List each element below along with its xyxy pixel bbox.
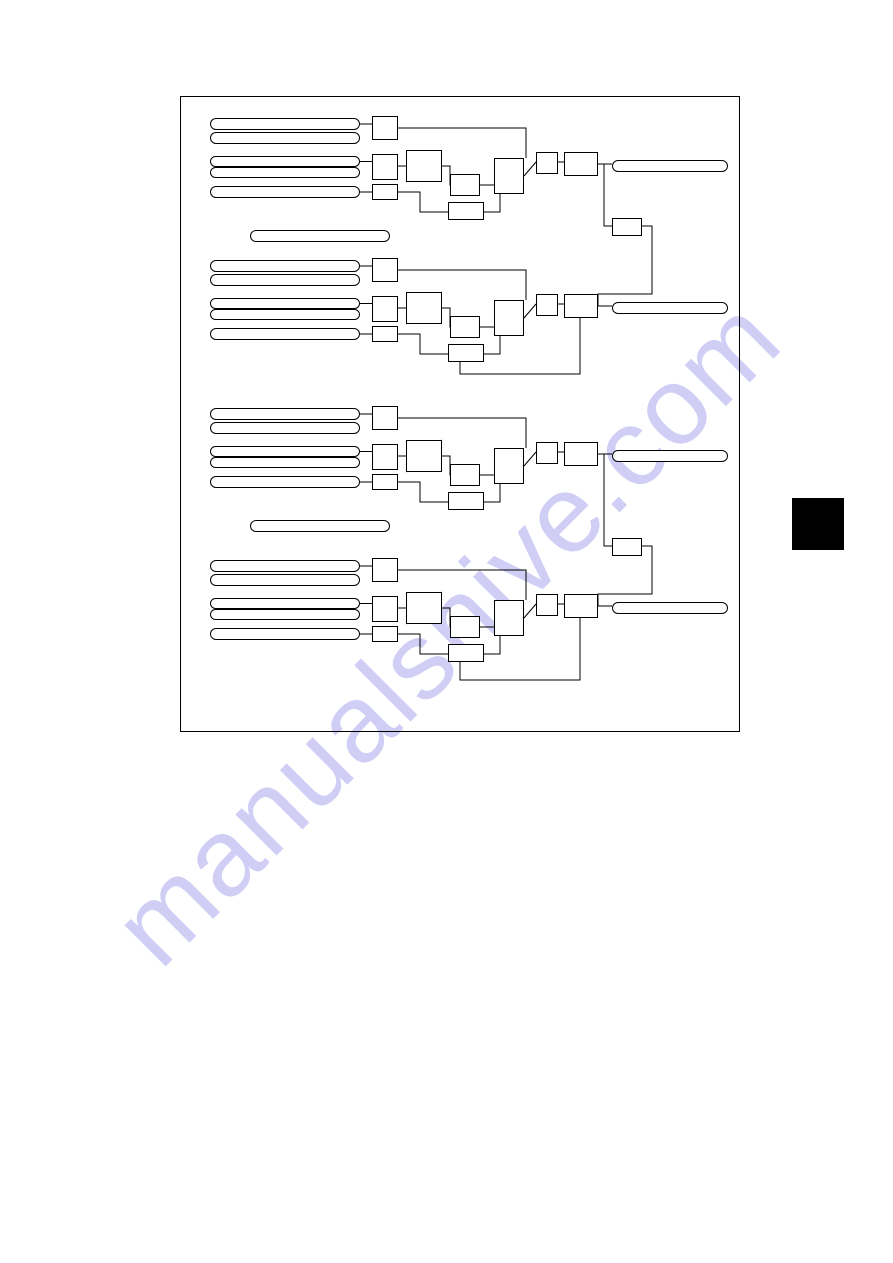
block-3-out-amp <box>564 442 598 466</box>
block-2-input-pill-5 <box>210 328 360 340</box>
block-3-input-pill-4 <box>210 457 360 468</box>
block-1-input-pill-3 <box>210 156 360 167</box>
block-3-input-pill-3 <box>210 446 360 457</box>
block-2-input-pill-3 <box>210 298 360 309</box>
block-3-conv <box>406 440 442 472</box>
block-4-in-buf-2 <box>372 596 398 622</box>
block-2-sum <box>494 300 524 336</box>
block-3-out-mux <box>536 442 558 464</box>
block-1-input-pill-5 <box>210 186 360 198</box>
block-2-input-pill-1 <box>210 260 360 272</box>
block-3-sum <box>494 448 524 484</box>
block-2-input-pill-4 <box>210 309 360 320</box>
block-2-conv <box>406 292 442 324</box>
block-3-in-buf-2 <box>372 444 398 470</box>
block-3-input-pill-5 <box>210 476 360 488</box>
block-3-standalone-pill <box>250 520 390 532</box>
block-4-out-mux <box>536 594 558 616</box>
block-2-logic-2 <box>448 344 484 362</box>
block-3-input-pill-2 <box>210 422 360 434</box>
block-2-out-mux <box>536 294 558 316</box>
block-4-in-buf-3 <box>372 626 398 642</box>
block-3-output-pill <box>612 450 728 462</box>
block-1-out-amp <box>564 152 598 176</box>
block-2-logic-1 <box>450 316 480 338</box>
block-3-logic-1 <box>450 464 480 486</box>
block-4-logic-1 <box>450 616 480 638</box>
block-3-bridge-box <box>612 538 642 556</box>
block-4-input-pill-4 <box>210 609 360 620</box>
block-1-standalone-pill <box>250 230 390 242</box>
block-4-input-pill-3 <box>210 598 360 609</box>
wire-layer <box>0 0 893 1263</box>
block-2-in-buf-3 <box>372 326 398 342</box>
side-black-box <box>792 498 844 550</box>
block-2-in-buf-2 <box>372 296 398 322</box>
block-1-bridge-box <box>612 218 642 236</box>
block-4-conv <box>406 592 442 624</box>
block-4-logic-2 <box>448 644 484 662</box>
block-1-logic-2 <box>448 202 484 220</box>
block-1-in-buf-2 <box>372 154 398 180</box>
block-3-in-buf-1 <box>372 406 398 430</box>
block-1-logic-1 <box>450 174 480 196</box>
block-2-out-amp <box>564 294 598 318</box>
block-4-input-pill-2 <box>210 574 360 586</box>
block-2-input-pill-2 <box>210 274 360 286</box>
block-1-input-pill-2 <box>210 132 360 144</box>
page-canvas: manualshive.com <box>0 0 893 1263</box>
block-1-sum <box>494 158 524 194</box>
block-4-output-pill <box>612 602 728 614</box>
block-1-conv <box>406 150 442 182</box>
block-3-in-buf-3 <box>372 474 398 490</box>
block-3-logic-2 <box>448 492 484 510</box>
block-2-output-pill <box>612 302 728 314</box>
block-3-input-pill-1 <box>210 408 360 420</box>
block-1-in-buf-1 <box>372 116 398 140</box>
block-4-input-pill-5 <box>210 628 360 640</box>
block-4-sum <box>494 600 524 636</box>
block-1-in-buf-3 <box>372 184 398 200</box>
block-1-input-pill-1 <box>210 118 360 130</box>
block-1-out-mux <box>536 152 558 174</box>
block-2-in-buf-1 <box>372 258 398 282</box>
block-1-input-pill-4 <box>210 167 360 178</box>
block-4-out-amp <box>564 594 598 618</box>
block-1-output-pill <box>612 160 728 172</box>
block-4-input-pill-1 <box>210 560 360 572</box>
block-4-in-buf-1 <box>372 558 398 582</box>
